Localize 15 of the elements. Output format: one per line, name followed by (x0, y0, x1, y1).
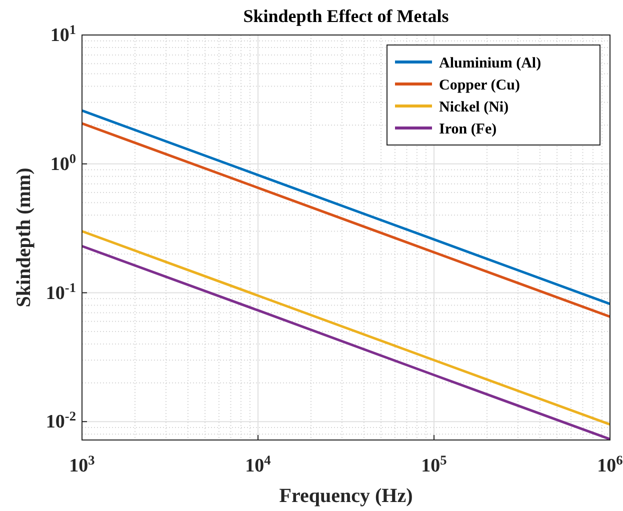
x-tick-label: 10$^{5}$ (421, 452, 448, 476)
x-axis-title: Frequency (Hz) (279, 485, 413, 507)
legend-label: Aluminium (Al) (439, 55, 542, 72)
x-tick-label: 10$^{6}$ (597, 452, 623, 476)
x-tick-label: 10$^{4}$ (245, 452, 272, 476)
legend-label: Copper (Cu) (439, 77, 520, 94)
x-tick-label: 10$^{3}$ (69, 452, 96, 476)
y-axis-title: Skindepth (mm) (13, 168, 35, 308)
chart-title: Skindepth Effect of Metals (243, 6, 449, 26)
y-tick-label: 10$^{-2}$ (46, 408, 76, 433)
legend-label: Iron (Fe) (439, 121, 497, 138)
legend-label: Nickel (Ni) (439, 99, 509, 116)
y-tick-label: 10$^{-1}$ (46, 279, 76, 304)
y-tick-label: 10$^{0}$ (50, 150, 76, 175)
y-tick-label: 10$^{1}$ (50, 22, 76, 46)
